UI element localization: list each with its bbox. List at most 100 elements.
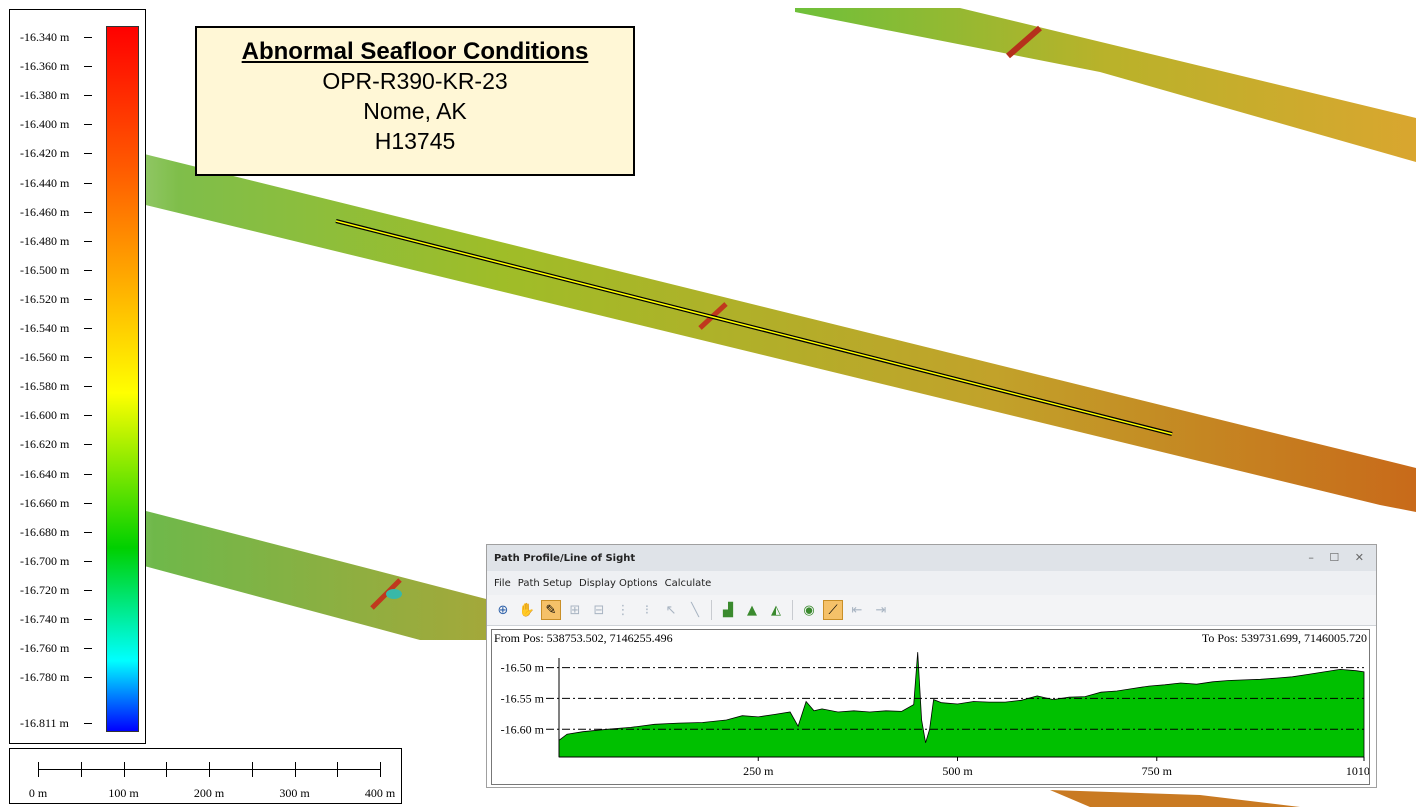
- title-heading: Abnormal Seafloor Conditions: [241, 38, 589, 65]
- scale-label: 300 m: [279, 786, 310, 800]
- profile-plot[interactable]: -16.50 m -16.55 m -16.60 m 250 m 500 m 750 m 1…: [492, 630, 1369, 784]
- legend-tick-label: -16.780 m: [20, 670, 70, 685]
- window-titlebar[interactable]: Path Profile/Line of Sight – ☐ ✕: [487, 545, 1376, 571]
- legend-tick-label: -16.640 m: [20, 466, 70, 481]
- legend-tick-mark: [84, 648, 92, 650]
- scale-tick: [294, 762, 296, 777]
- legend-tick-mark: [84, 560, 92, 562]
- legend-tick-mark: [84, 473, 92, 475]
- legend-tick-label: -16.660 m: [20, 495, 70, 510]
- toolbar-separator: [792, 600, 793, 620]
- spacing-icon[interactable]: ⋮: [616, 602, 630, 618]
- to-position: To Pos: 539731.699, 7146005.720: [1201, 631, 1367, 645]
- legend-tick-label: -16.480 m: [20, 233, 70, 248]
- scale-tick: [251, 762, 253, 777]
- move-right-icon[interactable]: ⇥: [875, 602, 887, 618]
- scale-label: 400 m: [364, 786, 396, 800]
- y-tick-label: -16.55 m: [501, 691, 545, 705]
- legend-tick-mark: [84, 153, 92, 155]
- x-tick-label: 250 m: [743, 764, 774, 778]
- y-tick-label: -16.60 m: [501, 722, 545, 736]
- title-location: Nome, AK: [363, 98, 467, 124]
- move-left-icon[interactable]: ⇤: [851, 602, 863, 618]
- legend-tick-mark: [84, 386, 92, 388]
- scale-bar: 0 m 100 m 200 m 300 m 400 m: [9, 748, 402, 804]
- depth-color-legend: -16.340 m -16.360 m -16.380 m -16.400 m -16.…: [9, 9, 146, 744]
- legend-tick-label: -16.540 m: [20, 321, 70, 335]
- window-controls[interactable]: – ☐ ✕: [1308, 551, 1370, 564]
- legend-tick-label: -16.420 m: [20, 146, 70, 161]
- legend-tick-label: -16.680 m: [20, 524, 70, 539]
- terrain-icon[interactable]: ▲: [747, 602, 757, 618]
- menu-calculate[interactable]: Calculate: [664, 577, 712, 589]
- legend-tick-mark: [84, 240, 92, 242]
- scale-tick: [380, 762, 381, 777]
- legend-tick-label: -16.340 m: [20, 30, 70, 44]
- scale-label: 200 m: [193, 786, 225, 800]
- scale-tick: [166, 762, 168, 777]
- legend-tick-mark: [84, 66, 92, 68]
- survey-swath-top: [795, 8, 1416, 162]
- legend-tick-label: -16.560 m: [20, 350, 70, 365]
- legend-tick-label: -16.500 m: [20, 262, 70, 277]
- legend-tick-mark: [84, 444, 92, 446]
- y-tick-label: -16.50 m: [501, 661, 545, 675]
- legend-tick-mark: [84, 619, 92, 620]
- toolbar-separator: [711, 600, 712, 620]
- color-ramp: [106, 26, 139, 732]
- scale-tick: [80, 762, 82, 777]
- scale-tick: [38, 762, 39, 777]
- zoom-in-icon[interactable]: ⊕: [497, 602, 509, 618]
- title-survey-id: OPR-R390-KR-23: [322, 68, 508, 94]
- scale-tick: [337, 762, 339, 777]
- scale-tick: [123, 762, 125, 777]
- legend-tick-mark: [84, 124, 92, 126]
- toolbar: ⊕ ✋ ✎ ⊞ ⊟ ⋮ ⁝ ↖ ╲ ▟ ▲ ◭ ◉ ⟋ ⇤ ⇥: [487, 595, 1376, 626]
- legend-tick-mark: [84, 677, 92, 679]
- legend-tick-label: -16.760 m: [20, 641, 70, 656]
- path-profile-window: Path Profile/Line of Sight – ☐ ✕ File Pa…: [486, 544, 1377, 788]
- profile-chart-icon[interactable]: ▟: [723, 602, 733, 618]
- legend-tick-label: -16.460 m: [20, 204, 70, 219]
- menu-bar: File Path Setup Display Options Calculat…: [487, 571, 1376, 595]
- pointer-icon[interactable]: ↖: [665, 602, 677, 618]
- survey-swath-bottom: [1050, 790, 1300, 807]
- title-registry-number: H13745: [374, 128, 456, 154]
- terrain-search-icon[interactable]: ◭: [771, 602, 781, 618]
- legend-tick-mark: [84, 182, 92, 184]
- legend-tick-mark: [84, 328, 92, 329]
- legend-tick-label: -16.720 m: [20, 582, 70, 597]
- pan-hand-icon[interactable]: ✋: [518, 602, 536, 618]
- grid-select-2-icon[interactable]: ⊟: [593, 602, 605, 618]
- legend-tick-label: -16.740 m: [20, 612, 70, 626]
- profile-area: [558, 652, 1365, 758]
- draw-path-icon[interactable]: ✎: [541, 600, 561, 620]
- profile-chart[interactable]: From Pos: 538753.502, 7146255.496 To Pos…: [491, 629, 1370, 785]
- x-tick-label: 750 m: [1142, 764, 1173, 778]
- legend-tick-label: -16.600 m: [20, 408, 70, 423]
- legend-tick-mark: [84, 298, 92, 300]
- x-tick-label: 1010 m: [1346, 764, 1369, 778]
- line-of-sight-eye-icon[interactable]: ◉: [803, 602, 815, 618]
- legend-tick-mark: [84, 37, 92, 38]
- menu-path-setup[interactable]: Path Setup: [517, 577, 572, 589]
- spacing-2-icon[interactable]: ⁝: [644, 602, 650, 618]
- legend-tick-mark: [84, 531, 92, 533]
- legend-tick-mark: [84, 502, 92, 504]
- menu-file[interactable]: File: [494, 577, 511, 589]
- legend-tick-label: -16.700 m: [20, 553, 70, 568]
- legend-tick-label: -16.811 m: [20, 716, 69, 730]
- scale-label: 0 m: [28, 786, 48, 800]
- legend-tick-label: -16.400 m: [20, 117, 70, 132]
- line-icon[interactable]: ╲: [691, 602, 699, 618]
- legend-tick-mark: [84, 95, 92, 97]
- legend-tick-mark: [84, 357, 92, 359]
- legend-tick-label: -16.440 m: [20, 175, 70, 190]
- scale-tick: [209, 762, 210, 777]
- profile-path-highlight: [335, 220, 1173, 435]
- legend-tick-label: -16.580 m: [20, 379, 70, 394]
- grid-select-icon[interactable]: ⊞: [569, 602, 581, 618]
- menu-display-options[interactable]: Display Options: [579, 577, 658, 589]
- profile-highlight-icon[interactable]: ⟋: [823, 600, 843, 620]
- legend-tick-mark: [84, 211, 92, 213]
